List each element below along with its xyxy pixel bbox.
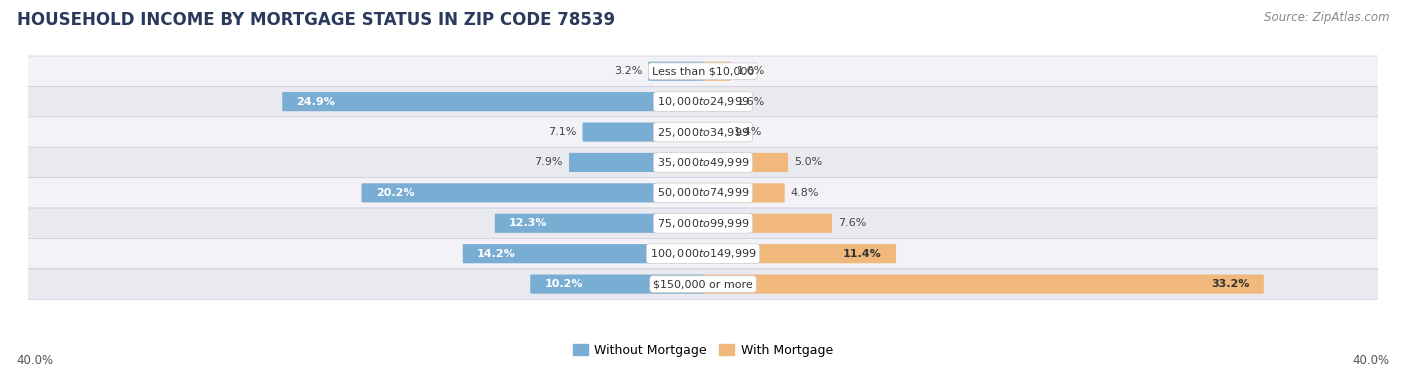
- Text: 1.6%: 1.6%: [737, 97, 765, 107]
- Text: Source: ZipAtlas.com: Source: ZipAtlas.com: [1264, 11, 1389, 24]
- Text: 24.9%: 24.9%: [297, 97, 335, 107]
- FancyBboxPatch shape: [569, 153, 703, 172]
- Text: 1.6%: 1.6%: [737, 66, 765, 76]
- Text: 14.2%: 14.2%: [477, 249, 516, 259]
- FancyBboxPatch shape: [703, 183, 785, 203]
- FancyBboxPatch shape: [28, 117, 1378, 147]
- FancyBboxPatch shape: [361, 183, 703, 203]
- Text: $10,000 to $24,999: $10,000 to $24,999: [657, 95, 749, 108]
- FancyBboxPatch shape: [582, 122, 703, 142]
- FancyBboxPatch shape: [703, 122, 727, 142]
- Text: $50,000 to $74,999: $50,000 to $74,999: [657, 186, 749, 199]
- Text: 4.8%: 4.8%: [790, 188, 820, 198]
- Text: 7.1%: 7.1%: [548, 127, 576, 137]
- FancyBboxPatch shape: [28, 239, 1378, 269]
- FancyBboxPatch shape: [463, 244, 703, 263]
- FancyBboxPatch shape: [530, 274, 703, 294]
- Text: 20.2%: 20.2%: [375, 188, 415, 198]
- FancyBboxPatch shape: [28, 87, 1378, 117]
- Text: 7.6%: 7.6%: [838, 218, 866, 228]
- Text: 3.2%: 3.2%: [614, 66, 643, 76]
- Legend: Without Mortgage, With Mortgage: Without Mortgage, With Mortgage: [568, 339, 838, 362]
- FancyBboxPatch shape: [28, 269, 1378, 299]
- Text: 33.2%: 33.2%: [1212, 279, 1250, 289]
- FancyBboxPatch shape: [703, 92, 731, 111]
- Text: 12.3%: 12.3%: [509, 218, 547, 228]
- FancyBboxPatch shape: [28, 147, 1378, 178]
- Text: 10.2%: 10.2%: [544, 279, 583, 289]
- Text: $100,000 to $149,999: $100,000 to $149,999: [650, 247, 756, 260]
- Text: 7.9%: 7.9%: [534, 158, 562, 167]
- FancyBboxPatch shape: [703, 244, 896, 263]
- Text: 40.0%: 40.0%: [1353, 354, 1389, 367]
- Text: $150,000 or more: $150,000 or more: [654, 279, 752, 289]
- Text: $25,000 to $34,999: $25,000 to $34,999: [657, 125, 749, 139]
- FancyBboxPatch shape: [648, 62, 703, 81]
- FancyBboxPatch shape: [28, 208, 1378, 239]
- FancyBboxPatch shape: [495, 214, 703, 233]
- Text: 40.0%: 40.0%: [17, 354, 53, 367]
- FancyBboxPatch shape: [283, 92, 703, 111]
- FancyBboxPatch shape: [703, 214, 832, 233]
- FancyBboxPatch shape: [703, 274, 1264, 294]
- Text: 1.4%: 1.4%: [734, 127, 762, 137]
- Text: Less than $10,000: Less than $10,000: [652, 66, 754, 76]
- Text: $35,000 to $49,999: $35,000 to $49,999: [657, 156, 749, 169]
- Text: 5.0%: 5.0%: [794, 158, 823, 167]
- Text: HOUSEHOLD INCOME BY MORTGAGE STATUS IN ZIP CODE 78539: HOUSEHOLD INCOME BY MORTGAGE STATUS IN Z…: [17, 11, 614, 29]
- Text: $75,000 to $99,999: $75,000 to $99,999: [657, 217, 749, 230]
- FancyBboxPatch shape: [703, 153, 787, 172]
- Text: 11.4%: 11.4%: [844, 249, 882, 259]
- FancyBboxPatch shape: [28, 178, 1378, 208]
- FancyBboxPatch shape: [703, 62, 731, 81]
- FancyBboxPatch shape: [28, 56, 1378, 87]
